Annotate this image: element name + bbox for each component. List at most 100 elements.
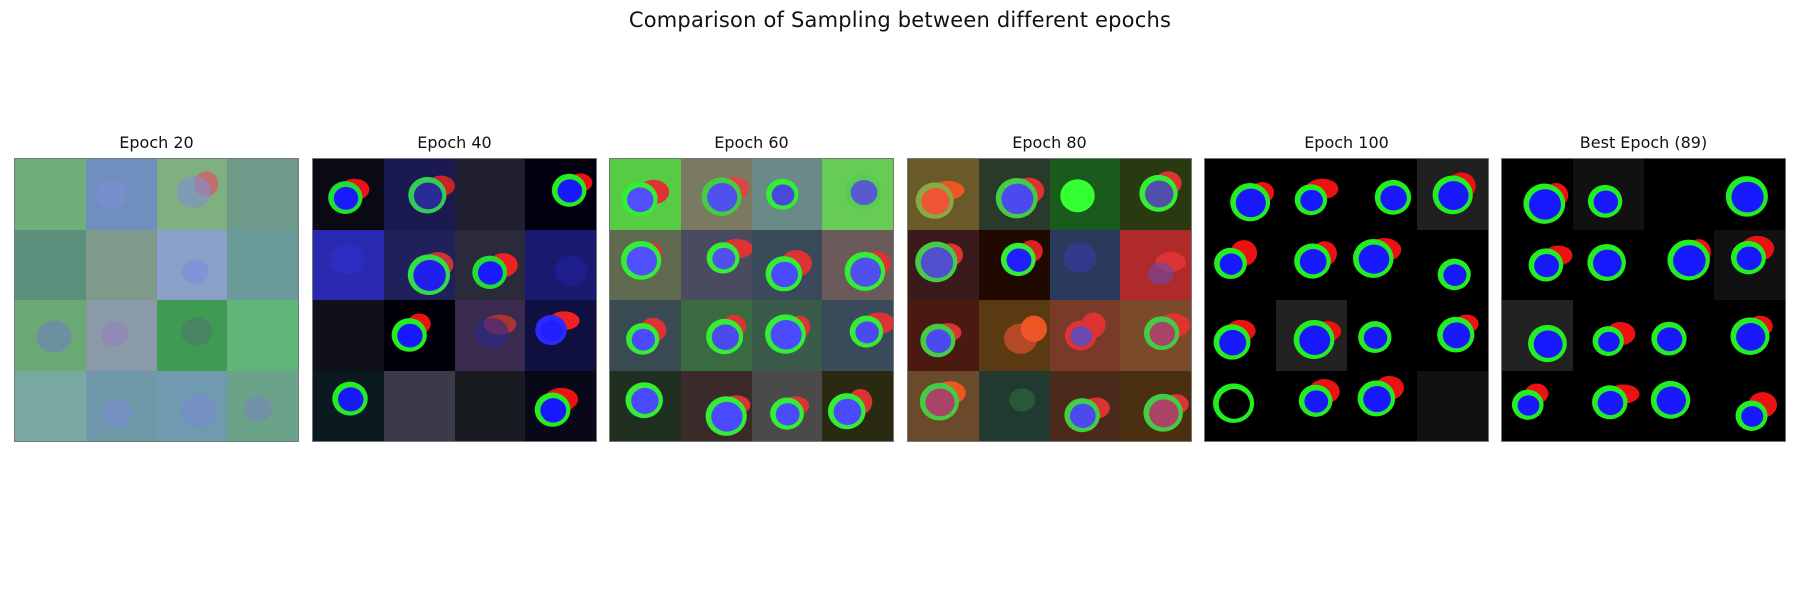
nucleus <box>1062 242 1096 273</box>
nucleus <box>1219 329 1247 356</box>
sample-tile <box>525 370 596 441</box>
nucleus <box>100 398 132 428</box>
sample-tile <box>1572 300 1644 371</box>
sample-tile <box>313 159 384 230</box>
nucleus <box>181 258 209 284</box>
sample-tile <box>908 229 979 300</box>
sample-grid <box>1204 158 1489 442</box>
nucleus <box>1529 189 1562 220</box>
sample-tile <box>525 159 596 230</box>
panel-epoch-20: Epoch 20 <box>14 131 299 442</box>
nucleus <box>474 317 509 349</box>
sample-tile <box>1275 229 1347 300</box>
nucleus <box>1672 244 1706 276</box>
sample-grid <box>1501 158 1786 442</box>
sample-tile <box>156 300 228 371</box>
nucleus <box>921 188 950 215</box>
nucleus <box>1379 185 1407 211</box>
sample-tile <box>680 300 752 371</box>
nucleus <box>1443 322 1471 349</box>
sample-tile <box>1714 300 1785 371</box>
sample-tile <box>383 370 455 441</box>
sample-tile <box>383 159 455 230</box>
sample-tile <box>313 229 384 300</box>
nucleus <box>1736 246 1762 270</box>
sample-tile <box>610 229 681 300</box>
nucleus <box>850 179 878 206</box>
panel-epoch-60: Epoch 60 <box>609 131 894 442</box>
sample-tile <box>1346 300 1418 371</box>
sample-tile <box>1417 159 1488 230</box>
sample-tile <box>1417 370 1488 441</box>
panel-title: Epoch 40 <box>417 133 492 152</box>
nucleus <box>1070 326 1092 347</box>
sample-tile <box>525 229 596 300</box>
nucleus <box>1300 189 1323 211</box>
sample-tile <box>1502 370 1573 441</box>
nucleus <box>1363 326 1387 349</box>
nucleus <box>413 259 446 291</box>
sample-tile <box>751 159 823 230</box>
sample-tile <box>1120 159 1191 230</box>
nucleus <box>1438 181 1469 210</box>
sample-tile <box>85 370 157 441</box>
panel-title: Epoch 80 <box>1012 133 1087 152</box>
nucleus <box>1597 390 1624 415</box>
sample-tile <box>15 159 86 230</box>
sample-tile <box>822 300 893 371</box>
nucleus <box>770 319 802 350</box>
nucleus <box>1534 253 1559 277</box>
sample-tile <box>1643 370 1715 441</box>
sample-grid <box>907 158 1192 442</box>
sample-tile <box>1120 370 1191 441</box>
nucleus <box>1362 385 1391 412</box>
sample-tile <box>454 159 526 230</box>
sample-tile <box>454 370 526 441</box>
nucleus <box>1065 184 1091 209</box>
sample-tile <box>1502 159 1573 230</box>
sample-tile <box>978 159 1050 230</box>
nucleus <box>770 261 798 287</box>
nucleus <box>775 402 800 426</box>
panel-title: Epoch 20 <box>119 133 194 152</box>
sample-tile <box>313 300 384 371</box>
nucleus <box>712 247 736 269</box>
sample-tile <box>1275 300 1347 371</box>
sample-tile <box>1049 300 1121 371</box>
sample-tile <box>822 159 893 230</box>
nucleus <box>331 244 365 274</box>
sample-tile <box>454 300 526 371</box>
nucleus <box>413 182 442 210</box>
nucleus <box>925 387 955 416</box>
sample-tile <box>1714 370 1785 441</box>
nucleus <box>1736 323 1766 351</box>
sample-tile <box>1275 370 1347 441</box>
nucleus <box>1592 249 1622 277</box>
nucleus <box>36 320 72 353</box>
sample-tile <box>85 229 157 300</box>
sample-grid <box>609 158 894 442</box>
sample-tile <box>610 370 681 441</box>
sample-tile <box>15 370 86 441</box>
sample-tile <box>610 300 681 371</box>
nucleus <box>771 184 794 206</box>
nucleus <box>180 317 213 346</box>
sample-tile <box>1572 370 1644 441</box>
nucleus <box>631 387 659 414</box>
nucleus <box>1597 331 1620 352</box>
nucleus <box>711 401 743 432</box>
sample-tile <box>908 300 979 371</box>
sample-tile <box>1502 300 1573 371</box>
nucleus <box>477 260 503 285</box>
sample-tile <box>680 229 752 300</box>
sample-tile <box>1714 229 1785 300</box>
nucleus <box>631 328 656 351</box>
nucleus <box>555 254 589 286</box>
nucleus <box>1358 244 1389 274</box>
sample-tile <box>383 300 455 371</box>
sample-tile <box>1049 229 1121 300</box>
nucleus <box>1593 190 1618 214</box>
sample-tile <box>1572 159 1644 230</box>
sample-tile <box>1205 159 1276 230</box>
sample-tile <box>156 229 228 300</box>
